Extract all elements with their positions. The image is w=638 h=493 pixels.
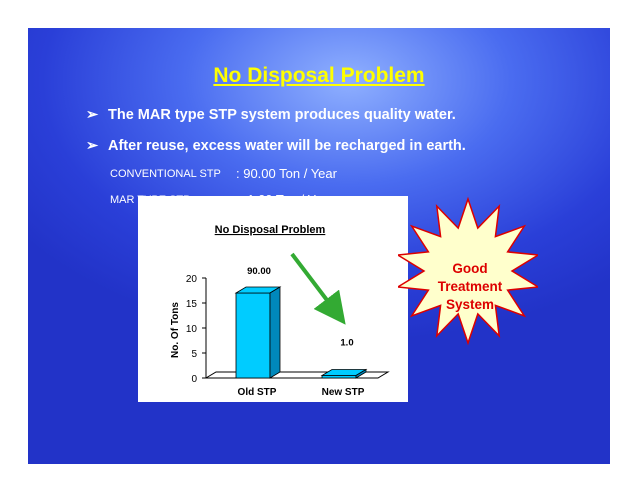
- bullet-text: The MAR type STP system produces quality…: [108, 107, 456, 123]
- callout-line: System: [446, 297, 494, 312]
- chart: No Disposal Problem No. Of Tons 0 5 10 15 20…: [138, 196, 408, 402]
- slide-title: No Disposal Problem: [213, 64, 425, 87]
- x-tick-label: Old STP: [238, 387, 277, 398]
- chart-bars: [234, 286, 368, 379]
- y-tick-label: 5: [191, 349, 197, 360]
- x-tick-label: New STP: [322, 387, 365, 398]
- arrow-bullet-icon: ➢: [86, 138, 99, 154]
- y-tick-label: 10: [186, 324, 198, 335]
- chart-floor: [204, 371, 390, 379]
- decline-arrow: [290, 252, 346, 325]
- callout-star: Good Treatment System: [395, 196, 541, 346]
- stat-value: : 90.00 Ton / Year: [236, 166, 337, 181]
- bar-side: [269, 286, 281, 379]
- stat-label: CONVENTIONAL STP: [110, 168, 221, 180]
- bullet-item: ➢ After reuse, excess water will be recha…: [86, 138, 466, 154]
- y-axis-label: No. Of Tons: [170, 302, 181, 358]
- chart-axes: 0 5 10 15 20: [186, 274, 390, 385]
- arrow-bullet-icon: ➢: [86, 107, 99, 123]
- y-tick-label: 20: [186, 274, 198, 285]
- y-tick-label: 0: [191, 374, 197, 385]
- chart-labels: Old STP 90.00 New STP 1.0: [238, 266, 365, 398]
- callout-line: Good: [452, 261, 487, 276]
- callout-line: Treatment: [438, 279, 503, 294]
- burst-shape: Good Treatment System: [395, 196, 541, 346]
- chart-title: No Disposal Problem: [215, 224, 326, 236]
- y-tick-label: 15: [186, 299, 198, 310]
- bar: [235, 292, 271, 379]
- data-label: 90.00: [247, 266, 271, 277]
- bullet-item: ➢ The MAR type STP system produces qualit…: [86, 107, 456, 123]
- bullet-text: After reuse, excess water will be rechar…: [108, 138, 466, 154]
- bar-side: [355, 368, 367, 379]
- chart-canvas: No Disposal Problem No. Of Tons 0 5 10 15 20…: [170, 224, 390, 398]
- data-label: 1.0: [340, 338, 353, 349]
